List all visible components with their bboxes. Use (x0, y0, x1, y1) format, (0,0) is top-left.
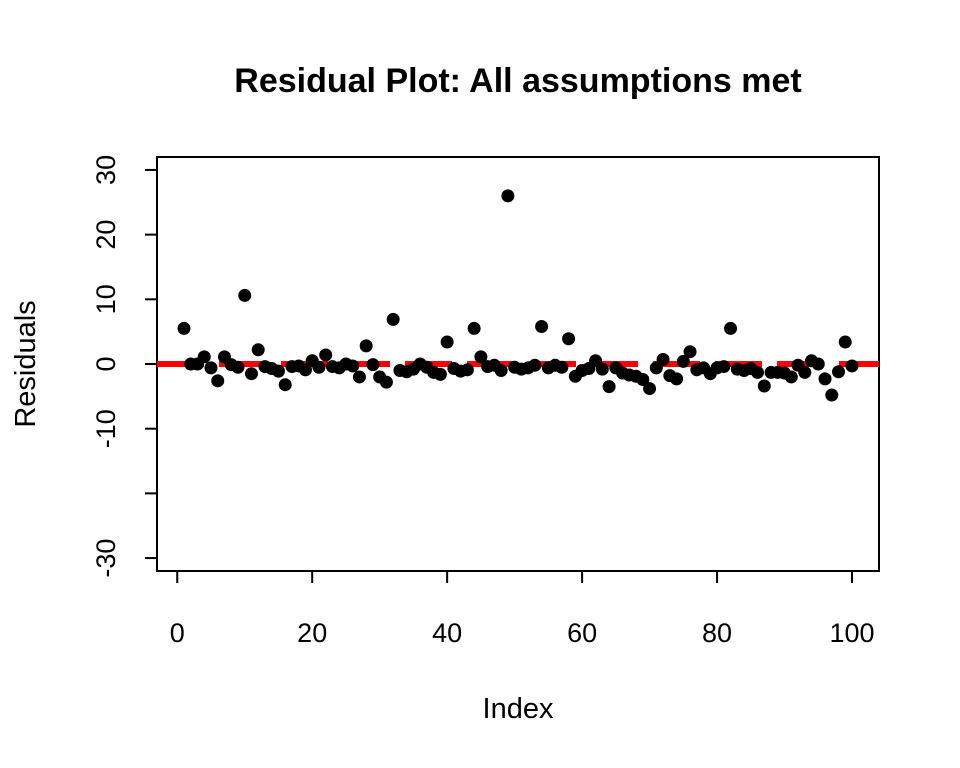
y-axis: -30 -10 0 10 20 30 (91, 155, 158, 578)
x-axis-label: Index (483, 693, 554, 725)
data-point (352, 370, 366, 384)
x-tick-label: 80 (702, 618, 732, 648)
data-point (656, 352, 670, 366)
data-point (177, 321, 191, 335)
data-point (838, 335, 852, 349)
data-point (845, 359, 859, 373)
x-tick-label: 60 (567, 618, 597, 648)
y-axis-label: Residuals (10, 300, 42, 427)
y-tick-label: 10 (91, 284, 121, 314)
data-point (204, 361, 218, 375)
data-point (555, 360, 569, 374)
data-point (757, 379, 771, 393)
data-point (784, 370, 798, 384)
y-tick-label: 0 (91, 356, 121, 371)
data-point (319, 348, 333, 362)
data-point (683, 345, 697, 359)
data-point (467, 321, 481, 335)
data-point (670, 372, 684, 386)
data-point (278, 378, 292, 392)
y-tick-label: -10 (91, 409, 121, 448)
y-tick-label: 20 (91, 220, 121, 250)
data-point (535, 319, 549, 333)
chart-title: Residual Plot: All assumptions met (234, 62, 801, 100)
data-point (825, 388, 839, 402)
data-point (251, 343, 265, 357)
data-point (494, 363, 508, 377)
data-point (211, 374, 225, 388)
data-point (474, 350, 488, 364)
y-tick-label: 30 (91, 155, 121, 185)
data-point (238, 288, 252, 302)
data-point (440, 335, 454, 349)
data-point (676, 354, 690, 368)
data-point (298, 363, 312, 377)
data-point (636, 373, 650, 387)
x-tick-label: 20 (297, 618, 327, 648)
points-layer (177, 189, 859, 402)
data-point (433, 367, 447, 381)
x-tick-label: 100 (829, 618, 874, 648)
data-point (798, 365, 812, 379)
data-point (643, 382, 657, 396)
data-point (528, 358, 542, 372)
y-tick-label: -30 (91, 539, 121, 578)
data-point (832, 365, 846, 379)
data-point (595, 362, 609, 376)
data-point (197, 350, 211, 364)
data-point (562, 332, 576, 346)
data-point (811, 357, 825, 371)
data-point (386, 312, 400, 326)
data-point (312, 360, 326, 374)
data-point (271, 364, 285, 378)
x-tick-label: 0 (170, 618, 185, 648)
data-point (501, 189, 515, 203)
data-point (717, 360, 731, 374)
data-point (359, 339, 373, 353)
data-point (379, 375, 393, 389)
data-point (460, 363, 474, 377)
x-tick-label: 40 (432, 618, 462, 648)
data-point (818, 372, 832, 386)
data-point (724, 321, 738, 335)
data-point (366, 358, 380, 372)
data-point (602, 380, 616, 394)
x-axis: 0 20 40 60 80 100 (170, 570, 875, 648)
data-point (244, 367, 258, 381)
data-point (751, 365, 765, 379)
data-point (346, 359, 360, 373)
data-point (231, 360, 245, 374)
